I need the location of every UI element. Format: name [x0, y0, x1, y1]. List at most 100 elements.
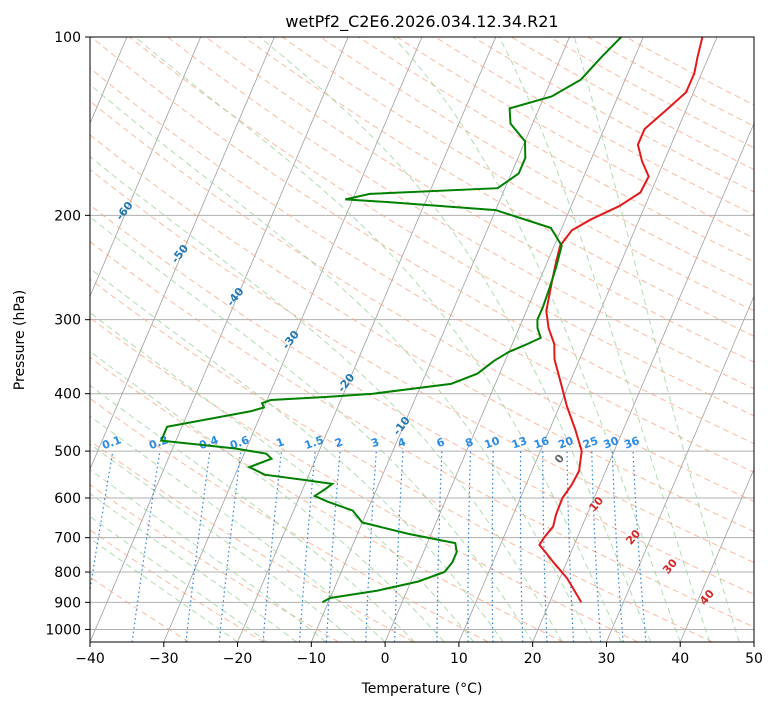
mixing-ratio-line [325, 451, 341, 642]
isotherm-label: -60 [113, 199, 136, 223]
mixing-ratio-label: 3 [369, 435, 381, 450]
moist-adiabat-label: 0 [552, 452, 567, 466]
mixing-ratio-label: 1 [274, 435, 286, 450]
isotherm-label: -80 [2, 113, 25, 137]
dry-adiabat-line [625, 37, 754, 106]
mixing-ratio-label: 10 [483, 434, 502, 452]
mixing-ratio-line [365, 451, 377, 642]
y-tick-label: 300 [54, 313, 81, 329]
moist-adiabat-line [573, 37, 740, 642]
profiles [159, 37, 704, 604]
dry-adiabat-line [90, 67, 754, 473]
mixing-ratio-line [131, 451, 161, 642]
dry-adiabat-line [90, 134, 754, 533]
x-tick-label: −30 [149, 651, 179, 667]
dry-adiabat-line [549, 37, 754, 149]
moist-adiabat-line [498, 37, 711, 642]
dry-adiabat-line [90, 484, 339, 642]
mixing-ratio-label: 16 [532, 434, 551, 452]
mixing-ratio-label: 8 [463, 435, 475, 450]
moist-adiabat-line [259, 37, 652, 642]
dry-adiabat-line [129, 37, 754, 417]
dry-adiabat-line [90, 278, 713, 642]
moist-adiabat-line [90, 469, 327, 642]
y-tick-label: 800 [54, 565, 81, 581]
mixing-ratio-label: 4 [396, 435, 408, 450]
x-axis-ticks: −40 −30 −20 −10 0 10 20 30 40 50 [75, 642, 763, 667]
mixing-ratio-label: 0.1 [100, 433, 123, 452]
dry-adiabat-line [358, 37, 754, 263]
mixing-ratio-line [394, 451, 404, 642]
x-tick-label: −40 [75, 651, 105, 667]
mixing-ratio-label: 6 [435, 435, 447, 450]
isotherm-label: -50 [169, 242, 192, 266]
mixing-ratio-label: 20 [556, 434, 575, 452]
dry-adiabat-line [167, 37, 754, 390]
mixing-ratio-label: 13 [510, 434, 529, 451]
moist-adiabat-label: 40 [697, 587, 717, 607]
isotherm-line [237, 37, 497, 642]
dry-adiabat-line [90, 37, 754, 445]
isotherm-line [384, 37, 644, 642]
moist-adiabat-line [90, 267, 504, 642]
moist-adiabat-line [90, 443, 356, 642]
dry-adiabat-line [90, 397, 489, 642]
reference-line-labels: 0.10.20.40.611.52346810131620253036-100-… [2, 113, 717, 608]
mixing-ratio-line [632, 451, 647, 642]
moist-adiabat-line [90, 515, 268, 642]
mixing-ratio-line [218, 451, 242, 642]
mixing-ratio-line [566, 451, 575, 642]
temperature-profile-line [538, 37, 704, 603]
isotherm-line [606, 295, 754, 642]
moist-adiabat-line [90, 493, 297, 642]
y-axis-label: Pressure (hPa) [12, 290, 28, 390]
y-tick-label: 600 [54, 491, 81, 507]
isotherm-line [90, 37, 275, 471]
y-tick-label: 700 [54, 531, 81, 547]
mixing-ratio-line [542, 451, 548, 642]
moist-adiabat-line [90, 216, 534, 642]
dry-adiabat-line [243, 37, 754, 337]
dewpoint-profile-line [159, 37, 622, 604]
mixing-ratio-label: 36 [622, 434, 641, 452]
y-axis-ticks: 100 200 300 400 500 600 700 800 900 1000 [45, 30, 90, 638]
x-tick-label: 20 [524, 651, 542, 667]
moist-adiabat-line [90, 415, 386, 642]
dry-adiabat-line [90, 204, 754, 595]
isotherm-line [679, 468, 754, 642]
mixing-ratio-label: 2 [333, 435, 345, 450]
dry-adiabat-line [205, 37, 754, 363]
dry-adiabat-line [587, 37, 754, 127]
mixing-ratio-line [436, 451, 443, 642]
moist-adiabat-label: 20 [623, 527, 643, 547]
isotherm-label: -10 [390, 414, 413, 438]
plot-frame [89, 36, 755, 643]
moist-adiabat-line [392, 37, 681, 642]
mixing-ratio-line [611, 451, 624, 642]
moist-adiabat-label: 10 [586, 494, 606, 514]
isotherm-line [532, 122, 754, 642]
moist-adiabat-line [90, 155, 563, 642]
mixing-ratio-label: 30 [602, 434, 621, 452]
x-tick-label: 40 [671, 651, 689, 667]
dry-adiabat-line [281, 37, 754, 312]
dry-adiabat-line [90, 241, 754, 628]
mixing-ratio-label: 1.5 [303, 433, 326, 452]
dry-adiabat-line [90, 576, 190, 642]
dry-adiabat-line [90, 100, 754, 503]
isotherm-line [753, 640, 754, 642]
y-tick-label: 1000 [45, 622, 81, 638]
mixing-ratio-line [299, 451, 316, 642]
x-axis-label: Temperature (°C) [361, 681, 483, 697]
dry-adiabat-line [90, 440, 414, 642]
moist-adiabat-label: 30 [660, 556, 680, 576]
x-tick-label: 0 [381, 651, 390, 667]
isotherm-line [458, 37, 718, 642]
mixing-ratio-label: 0.4 [197, 433, 220, 452]
moist-adiabat-line [134, 37, 622, 642]
background-lines [90, 37, 754, 642]
chart-title: wetPf2_C2E6.2026.034.12.34.R21 [285, 12, 558, 32]
x-tick-label: −10 [297, 651, 327, 667]
mixing-ratio-line [90, 450, 114, 594]
